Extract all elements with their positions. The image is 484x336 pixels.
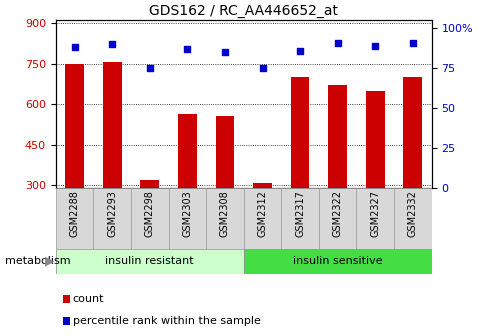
Text: GSM2322: GSM2322 [332, 190, 342, 237]
Text: GSM2332: GSM2332 [407, 190, 417, 237]
Text: GSM2327: GSM2327 [369, 190, 379, 237]
Point [296, 48, 303, 53]
Text: metabolism: metabolism [5, 256, 70, 266]
Bar [328, 85, 347, 188]
Point [333, 40, 341, 45]
Text: GSM2293: GSM2293 [107, 190, 117, 237]
Bar [56, 249, 243, 274]
Bar [168, 188, 206, 249]
Text: ▶: ▶ [45, 255, 55, 268]
Point [408, 40, 416, 45]
Bar [131, 188, 168, 249]
Bar [281, 188, 318, 249]
Bar [403, 77, 422, 188]
Text: GSM2298: GSM2298 [144, 190, 154, 237]
Bar [65, 64, 84, 188]
Bar [365, 91, 384, 188]
Point [71, 45, 78, 50]
Point [371, 43, 378, 48]
Bar [56, 188, 93, 249]
Bar [318, 188, 356, 249]
Text: GSM2303: GSM2303 [182, 190, 192, 237]
Bar [243, 188, 281, 249]
Bar [140, 180, 159, 188]
Text: GSM2317: GSM2317 [294, 190, 304, 237]
Bar [206, 188, 243, 249]
Point [221, 49, 228, 55]
Point [146, 66, 153, 71]
Bar [290, 77, 309, 188]
Bar [178, 114, 197, 188]
Bar [103, 62, 121, 188]
Title: GDS162 / RC_AA446652_at: GDS162 / RC_AA446652_at [149, 4, 337, 18]
Point [183, 46, 191, 52]
Text: GSM2308: GSM2308 [219, 190, 229, 237]
Text: percentile rank within the sample: percentile rank within the sample [73, 316, 260, 326]
Text: insulin resistant: insulin resistant [105, 256, 194, 266]
Text: insulin sensitive: insulin sensitive [292, 256, 382, 266]
Bar [253, 183, 272, 188]
Bar [393, 188, 431, 249]
Text: GSM2312: GSM2312 [257, 190, 267, 237]
Point [258, 66, 266, 71]
Bar [243, 249, 431, 274]
Bar [215, 116, 234, 188]
Bar [356, 188, 393, 249]
Point [108, 41, 116, 47]
Bar [93, 188, 131, 249]
Text: GSM2288: GSM2288 [69, 190, 79, 237]
Text: count: count [73, 294, 104, 304]
